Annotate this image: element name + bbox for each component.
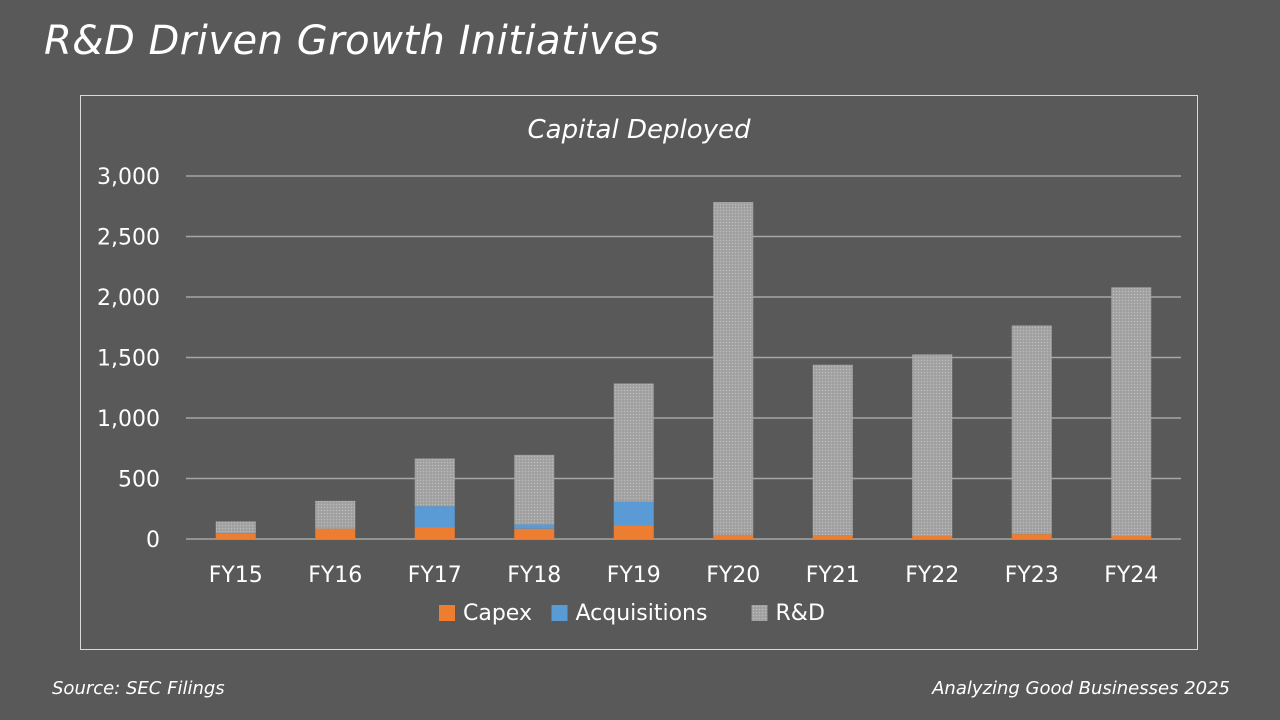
y-tick-label: 0 [146, 528, 160, 553]
gridlines [186, 175, 1181, 540]
legend-label: Capex [463, 601, 532, 626]
chart-title: Capital Deployed [528, 115, 751, 145]
bar-capex-fy16 [315, 528, 356, 539]
y-tick-label: 1,000 [97, 407, 160, 432]
bar-acquisitions-fy19 [613, 501, 654, 526]
bar-r-d-fy18 [514, 454, 555, 525]
x-tick-label: FY15 [209, 563, 263, 588]
y-tick-label: 1,500 [97, 347, 160, 372]
bar-r-d-fy22 [912, 354, 953, 536]
y-tick-label: 2,500 [97, 226, 160, 251]
bar-capex-fy21 [812, 535, 853, 539]
x-tick-label: FY22 [905, 563, 959, 588]
x-tick-label: FY17 [408, 563, 462, 588]
legend-label: Acquisitions [576, 601, 708, 626]
bars [215, 202, 1152, 539]
credit-note: Analyzing Good Businesses 2025 [932, 678, 1230, 699]
bar-r-d-fy21 [812, 364, 853, 536]
bar-r-d-fy15 [215, 521, 256, 533]
x-tick-label: FY24 [1104, 563, 1158, 588]
bar-r-d-fy19 [613, 383, 654, 502]
bar-capex-fy20 [713, 534, 754, 539]
bar-capex-fy23 [1011, 534, 1052, 539]
y-tick-label: 3,000 [97, 165, 160, 190]
bar-capex-fy24 [1111, 535, 1152, 539]
y-axis-tick-labels: 0 500 1,000 1,500 2,000 2,500 3,000 [97, 165, 160, 553]
bar-capex-fy22 [912, 535, 953, 539]
x-tick-label: FY21 [806, 563, 860, 588]
bar-acquisitions-fy18 [514, 524, 555, 529]
chart-container: Capital Deployed 0 500 1,000 1,500 2,000 2,50… [80, 95, 1198, 650]
x-axis-tick-labels: FY15 FY16 FY17 FY18 FY19 FY20 FY21 FY22 FY23 FY24 [209, 563, 1159, 588]
bar-capex-fy17 [414, 527, 455, 539]
slide-title: R&D Driven Growth Initiatives [44, 18, 660, 64]
legend-swatch-r-d [751, 605, 768, 621]
y-tick-label: 2,000 [97, 286, 160, 311]
bar-r-d-fy20 [713, 202, 754, 535]
x-tick-label: FY16 [308, 563, 362, 588]
bar-capex-fy19 [613, 525, 654, 539]
legend-label: R&D [776, 601, 825, 626]
bar-r-d-fy23 [1011, 325, 1052, 535]
capital-deployed-chart: Capital Deployed 0 500 1,000 1,500 2,000 2,50… [97, 115, 1181, 626]
bar-acquisitions-fy15 [215, 532, 256, 534]
legend: Capex Acquisitions R&D [439, 601, 825, 626]
bar-acquisitions-fy17 [414, 506, 455, 528]
legend-swatch-capex [439, 605, 455, 621]
x-tick-label: FY18 [507, 563, 561, 588]
legend-swatch-acquisitions [551, 605, 568, 621]
bar-r-d-fy24 [1111, 287, 1152, 536]
x-tick-label: FY23 [1005, 563, 1059, 588]
y-tick-label: 500 [118, 468, 160, 493]
source-note: Source: SEC Filings [52, 678, 225, 699]
x-tick-label: FY20 [706, 563, 760, 588]
bar-r-d-fy17 [414, 458, 455, 507]
bar-r-d-fy16 [315, 500, 356, 529]
bar-capex-fy15 [215, 533, 256, 539]
x-tick-label: FY19 [607, 563, 661, 588]
bar-capex-fy18 [514, 528, 555, 539]
